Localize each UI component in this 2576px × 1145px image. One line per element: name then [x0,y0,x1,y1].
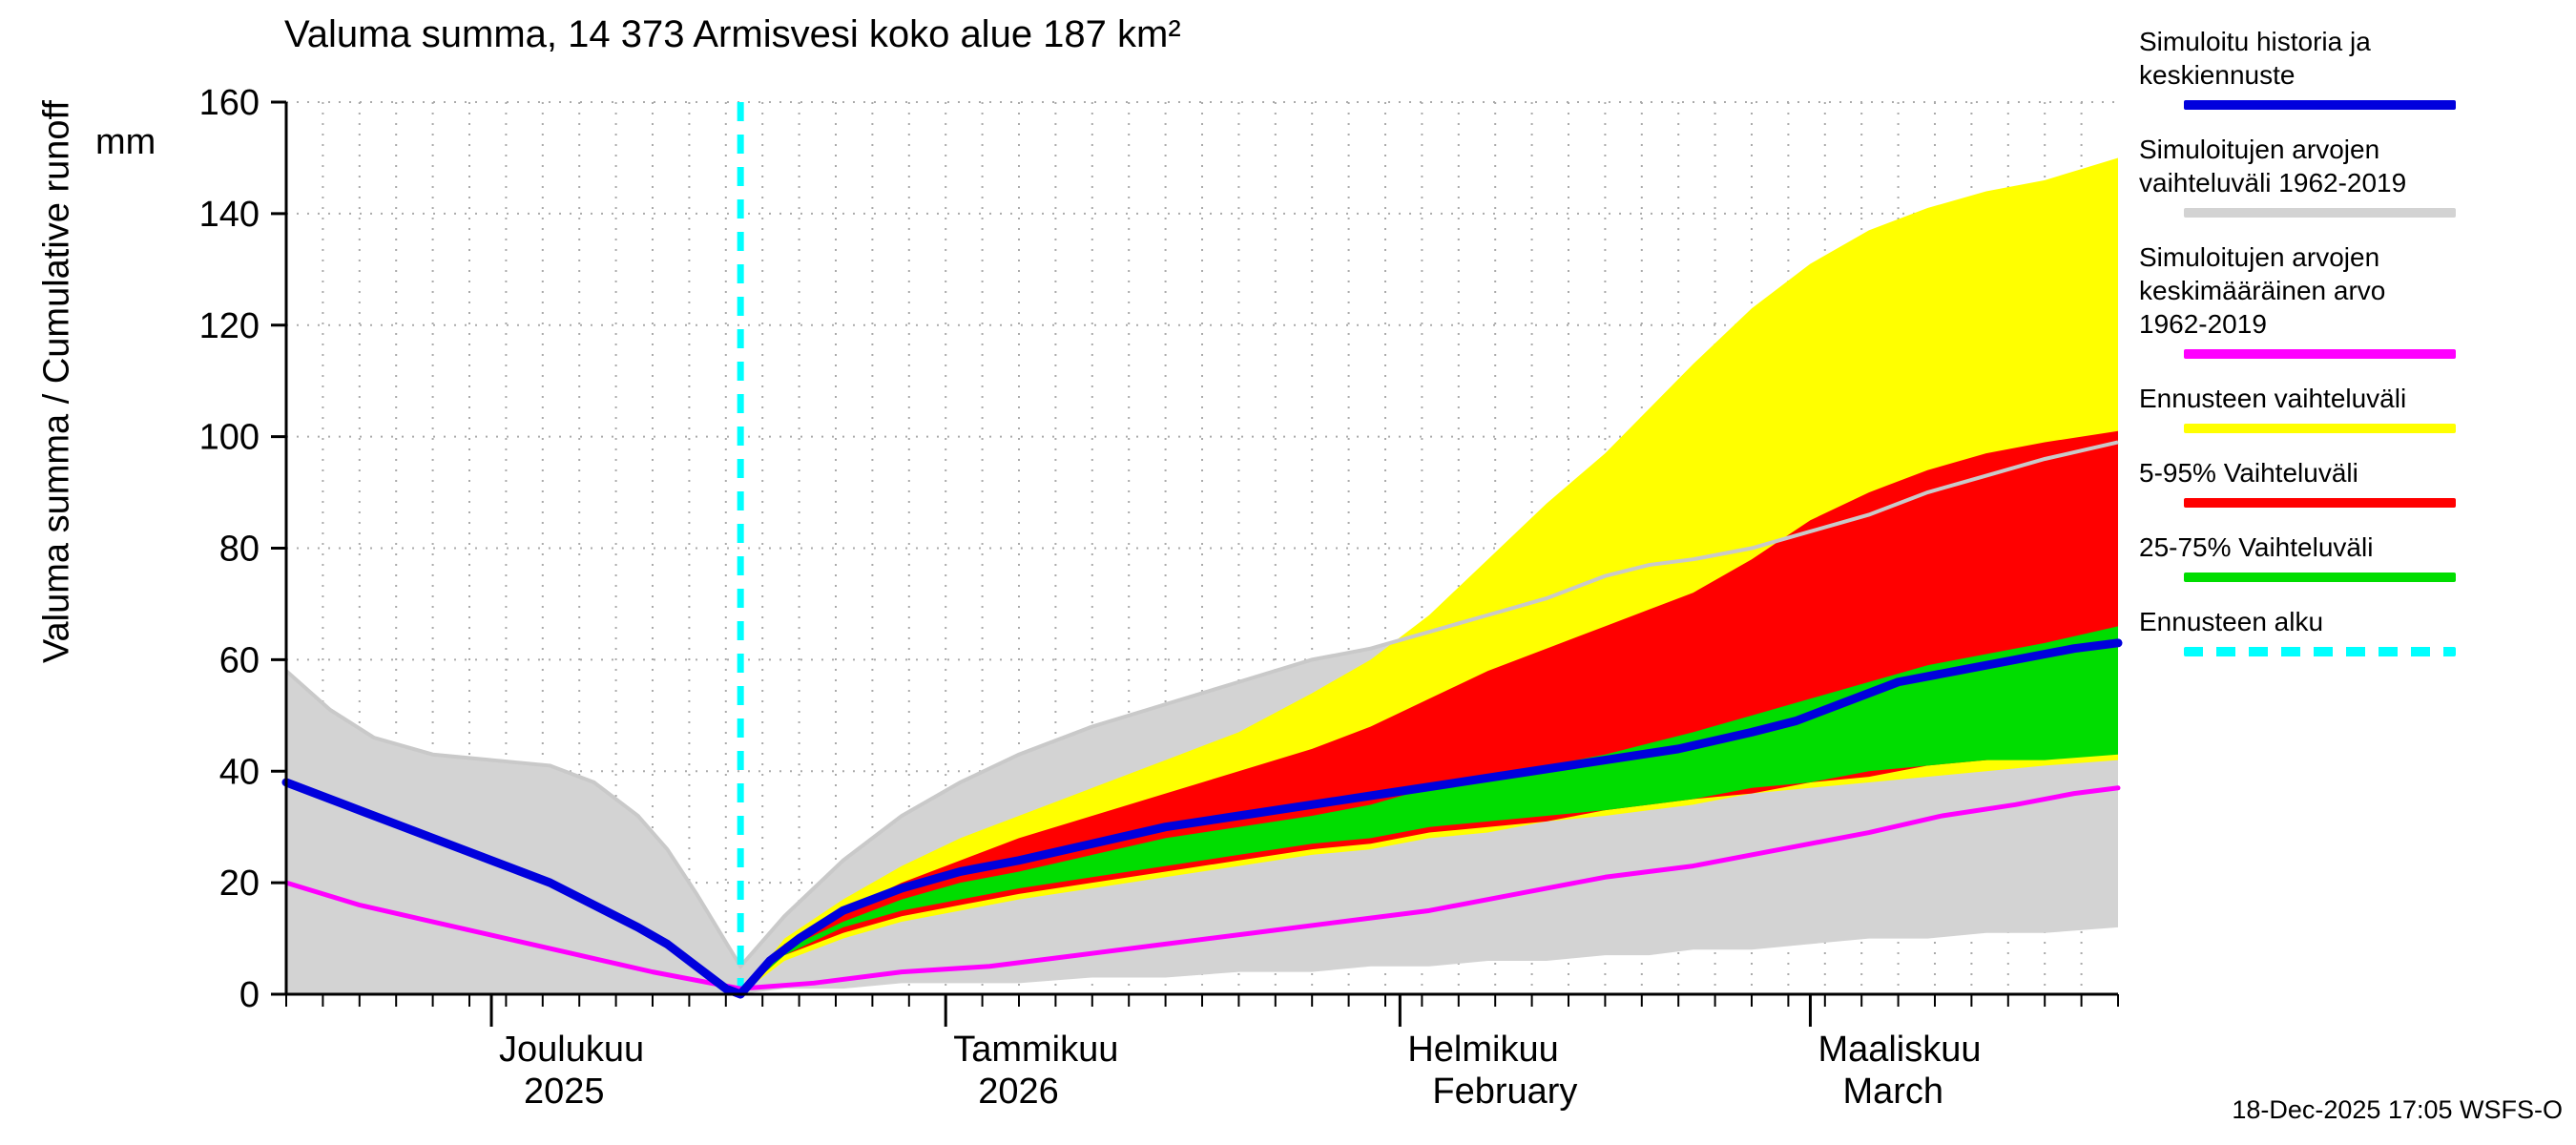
legend: Simuloitu historia ja keskiennuste Simulo… [2139,25,2456,656]
band-range-5-95 [740,430,2119,994]
y-axis-unit-label: mm [95,122,156,162]
legend-marker-range-5-95 [2184,498,2456,508]
x-month-label: Helmikuu [1407,1030,1558,1070]
legend-label-forecast-start: Ennusteen alku [2139,607,2324,636]
timestamp: 18-Dec-2025 17:05 WSFS-O [2232,1095,2563,1124]
legend-item-simulated-range-1962-2019: Simuloitujen arvojen vaihteluväli 1962-2… [2139,133,2456,218]
legend-label-forecast-range: Ennusteen vaihteluväli [2139,384,2407,413]
legend-item-simulated-history-and-mean-forecast: Simuloitu historia ja keskiennuste [2139,25,2456,110]
legend-item-range-25-75: 25-75% Vaihteluväli [2139,531,2456,582]
x-month-label: Joulukuu [499,1030,644,1070]
legend-label-simulated-history-and-mean-forecast: Simuloitu historia ja keskiennuste [2139,27,2371,90]
chart-title: Valuma summa, 14 373 Armisvesi koko alue… [284,13,1181,55]
legend-label-range-25-75: 25-75% Vaihteluväli [2139,532,2374,562]
y-tick-label: 120 [199,306,260,346]
y-tick-label: 60 [219,640,260,680]
legend-label-simulated-mean-1962-2019: Simuloitujen arvojen keskimääräinen arvo… [2139,242,2386,339]
x-month-sublabel: March [1842,1072,1943,1112]
y-axis-ticks: 0 20 40 60 80 100 120 140 160 [199,83,286,1015]
legend-marker-range-25-75 [2184,572,2456,582]
y-tick-label: 20 [219,864,260,904]
band-range-25-75 [740,626,2119,994]
x-month-sublabel: 2025 [524,1072,605,1112]
line-simulated-history-and-mean-forecast [281,638,2123,999]
legend-marker-simulated-mean-1962-2019 [2184,349,2456,359]
y-tick-label: 80 [219,530,260,570]
line-simulated-mean-1962-2019 [283,785,2121,991]
y-axis-label: Valuma summa / Cumulative runoff [36,100,77,663]
y-tick-label: 40 [219,752,260,792]
legend-label-range-5-95: 5-95% Vaihteluväli [2139,458,2358,488]
x-month-label: Maaliskuu [1818,1030,1981,1070]
y-tick-label: 100 [199,418,260,458]
legend-marker-simulated-range-1962-2019 [2184,208,2456,218]
y-tick-label: 160 [199,83,260,123]
y-tick-label: 0 [239,975,260,1015]
legend-label-simulated-range-1962-2019: Simuloitujen arvojen vaihteluväli 1962-2… [2139,135,2407,198]
legend-marker-forecast-start [2184,647,2456,656]
legend-item-forecast-start: Ennusteen alku [2139,605,2456,656]
y-tick-label: 140 [199,195,260,235]
legend-item-range-5-95: 5-95% Vaihteluväli [2139,456,2456,508]
x-month-sublabel: February [1432,1072,1577,1112]
legend-marker-simulated-history-and-mean-forecast [2184,100,2456,110]
history-range-edge-line [284,440,2119,970]
x-month-label: Tammikuu [953,1030,1118,1070]
x-month-sublabel: 2026 [978,1072,1059,1112]
legend-marker-forecast-range [2184,424,2456,433]
legend-item-simulated-mean-1962-2019: Simuloitujen arvojen keskimääräinen arvo… [2139,240,2456,359]
legend-item-forecast-range: Ennusteen vaihteluväli [2139,382,2456,433]
